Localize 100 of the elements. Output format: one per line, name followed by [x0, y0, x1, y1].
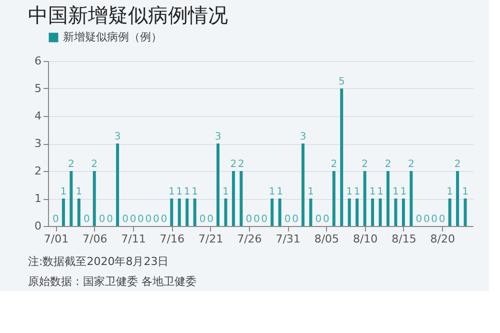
data-label: 1 — [446, 186, 454, 198]
bar — [456, 171, 460, 226]
data-label: 1 — [346, 186, 353, 198]
bar — [386, 171, 390, 226]
data-label: 2 — [362, 159, 368, 170]
x-tick-label: 7/11 — [121, 232, 146, 246]
data-label: 0 — [315, 214, 322, 225]
x-tick-label: 7/31 — [276, 232, 300, 246]
data-label: 0 — [292, 214, 298, 225]
bar — [116, 144, 120, 226]
text: 原始数据：国家卫健委 各地卫健委 — [28, 275, 196, 288]
bar — [170, 198, 174, 226]
data-label: 1 — [377, 186, 384, 198]
bar — [186, 198, 189, 226]
y-tick-label: 2 — [34, 164, 42, 178]
data-label: 0 — [130, 214, 136, 225]
x-tick-label: 7/01 — [44, 232, 69, 246]
bar — [371, 198, 374, 226]
x-tick-label: 8/10 — [352, 232, 378, 246]
data-label: 0 — [438, 214, 446, 225]
data-label: 3 — [214, 132, 222, 142]
bar — [77, 198, 80, 226]
y-tick-label: 6 — [34, 54, 42, 68]
data-label: 0 — [423, 214, 430, 225]
data-label: 0 — [98, 214, 106, 225]
data-label: 0 — [431, 214, 438, 225]
data-label: 0 — [52, 214, 59, 225]
data-label: 0 — [152, 214, 160, 225]
data-label: 1 — [184, 186, 190, 198]
bar — [70, 171, 73, 226]
data-label: 1 — [354, 186, 360, 198]
data-label: 2 — [454, 159, 461, 170]
y-tick-label: 1 — [34, 192, 42, 205]
x-tick-label: 8/15 — [392, 232, 416, 246]
bar — [332, 171, 336, 226]
data-label: 0 — [253, 214, 260, 225]
data-label: 2 — [238, 159, 244, 170]
data-label: 1 — [276, 186, 284, 198]
bar — [178, 198, 181, 226]
text: 注:数据截至2020年8月23日 — [28, 255, 169, 268]
data-label: 0 — [416, 214, 422, 225]
data-label: 1 — [462, 186, 468, 198]
data-label: 0 — [199, 214, 206, 225]
data-label: 2 — [384, 159, 392, 170]
y-tick-label: 0 — [34, 220, 42, 232]
bar — [278, 198, 282, 226]
x-tick-label: 7/26 — [237, 232, 262, 246]
data-label: 0 — [145, 214, 152, 225]
data-label: 2 — [230, 159, 237, 170]
data-label: 0 — [246, 214, 252, 225]
x-tick-label: 8/20 — [430, 232, 455, 246]
y-tick-label: 3 — [34, 137, 42, 150]
x-tick-label: 7/16 — [160, 232, 184, 246]
data-label: 0 — [138, 214, 144, 225]
data-label: 1 — [60, 186, 67, 198]
data-label: 3 — [114, 132, 121, 142]
bar — [378, 198, 382, 226]
data-label: 1 — [400, 186, 407, 198]
data-label: 0 — [261, 214, 268, 225]
bar — [340, 88, 344, 226]
bar — [348, 198, 351, 226]
data-label: 1 — [392, 186, 399, 198]
y-tick-label: 5 — [34, 82, 42, 95]
bar — [224, 198, 228, 226]
data-label: 2 — [330, 159, 338, 170]
data-label: 1 — [192, 186, 198, 198]
x-tick-label: 8/05 — [314, 232, 340, 246]
bar — [270, 198, 274, 226]
data-label: 3 — [300, 132, 306, 142]
bar — [309, 198, 312, 226]
chart-title: 中国新增疑似病例情况 — [28, 3, 228, 27]
bar — [302, 144, 304, 226]
data-label: 0 — [106, 214, 114, 225]
bar — [402, 198, 405, 226]
bar — [232, 171, 235, 226]
data-label: 2 — [68, 159, 74, 170]
data-label: 0 — [122, 214, 128, 225]
y-tick-label: 4 — [34, 110, 42, 122]
data-label: 0 — [160, 214, 168, 225]
x-tick-label: 7/21 — [198, 232, 224, 246]
bar — [394, 198, 398, 226]
data-label: 2 — [91, 159, 98, 170]
data-label: 1 — [76, 186, 82, 198]
data-label: 1 — [369, 186, 376, 198]
data-label: 1 — [176, 186, 183, 198]
data-label: 0 — [322, 214, 330, 225]
bar — [92, 171, 96, 226]
bar — [216, 144, 220, 226]
bar — [193, 198, 196, 226]
data-label: 1 — [222, 186, 229, 198]
data-label: 0 — [207, 214, 214, 225]
data-label: 5 — [338, 76, 345, 88]
bar — [363, 171, 366, 226]
bar — [464, 198, 467, 226]
data-label: 0 — [83, 214, 90, 225]
data-label: 1 — [168, 186, 175, 198]
x-tick-label: 7/06 — [82, 232, 108, 246]
legend-label: 新增疑似病例（例） — [63, 30, 162, 44]
bar — [410, 171, 413, 226]
bar — [62, 198, 65, 226]
